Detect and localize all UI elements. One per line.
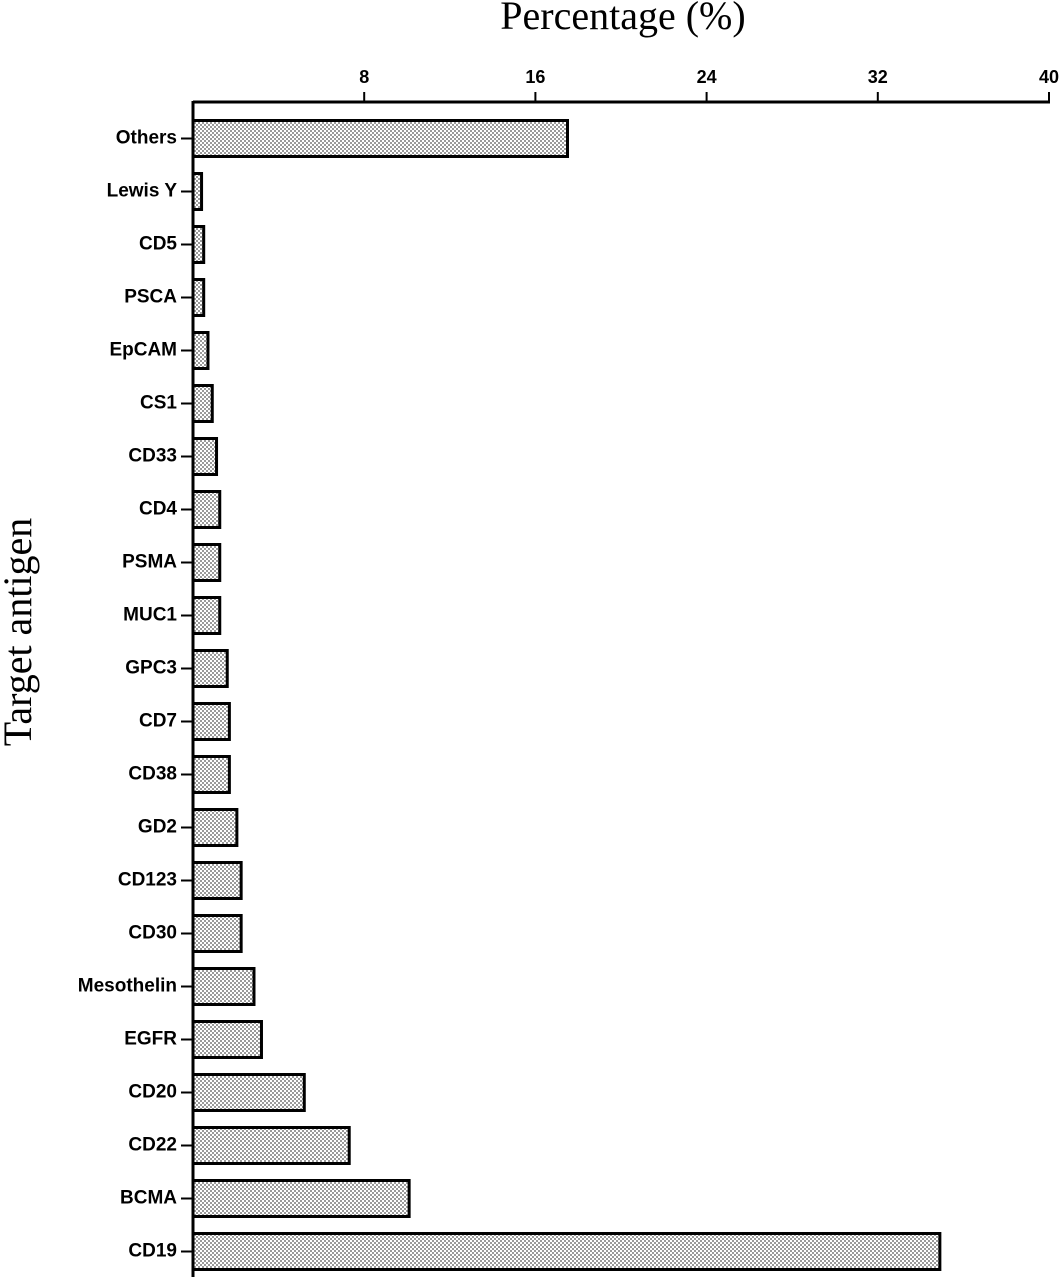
bar: [191, 225, 206, 264]
bar: [191, 808, 239, 847]
y-tick-label: CD30: [128, 923, 177, 944]
bar: [191, 119, 569, 158]
bar: [191, 331, 210, 370]
chart-title: Percentage (%): [500, 0, 745, 38]
bar: [191, 490, 222, 529]
bar: [191, 278, 206, 317]
bar: [191, 1179, 411, 1218]
x-tick-label: 32: [868, 67, 888, 87]
y-tick-label: EGFR: [124, 1029, 177, 1050]
bar: [191, 384, 214, 423]
y-tick-label: Lewis Y: [107, 181, 178, 202]
y-tick-label: EpCAM: [109, 340, 177, 361]
bar: [191, 1232, 942, 1271]
x-tick-label: 40: [1039, 67, 1059, 87]
y-axis-label: Target antigen: [0, 518, 40, 747]
y-tick-label: CD20: [128, 1082, 177, 1103]
x-tick-label: 8: [359, 67, 369, 87]
y-tick-label: CD19: [128, 1241, 177, 1262]
bar: [191, 1126, 351, 1165]
y-tick-label: Others: [116, 128, 177, 149]
y-tick-label: CD33: [128, 446, 177, 467]
bar: [191, 649, 229, 688]
bar: [191, 755, 231, 794]
x-tick-label: 24: [697, 67, 717, 87]
y-tick-label: CS1: [140, 393, 177, 414]
y-tick-label: CD4: [139, 499, 177, 520]
bar: [191, 437, 219, 476]
y-tick-label: Mesothelin: [78, 976, 177, 997]
y-tick-label: CD22: [128, 1135, 177, 1156]
x-tick-label: 16: [525, 67, 545, 87]
y-tick-label: GPC3: [125, 658, 177, 679]
y-tick-label: CD123: [118, 870, 177, 891]
bar: [191, 914, 243, 953]
y-tick-label: PSCA: [124, 287, 177, 308]
bar: [191, 172, 204, 211]
bar: [191, 543, 222, 582]
y-tick-label: BCMA: [120, 1188, 177, 1209]
bar: [191, 861, 243, 900]
bar: [191, 1073, 306, 1112]
bar: [191, 596, 222, 635]
y-tick-label: PSMA: [122, 552, 177, 573]
y-tick-label: MUC1: [123, 605, 177, 626]
bar: [191, 1020, 263, 1059]
bar: [191, 702, 231, 741]
y-tick-label: CD5: [139, 234, 177, 255]
y-tick-label: CD7: [139, 711, 177, 732]
y-tick-label: GD2: [138, 817, 177, 838]
bar: [191, 967, 256, 1006]
y-tick-label: CD38: [128, 764, 177, 785]
